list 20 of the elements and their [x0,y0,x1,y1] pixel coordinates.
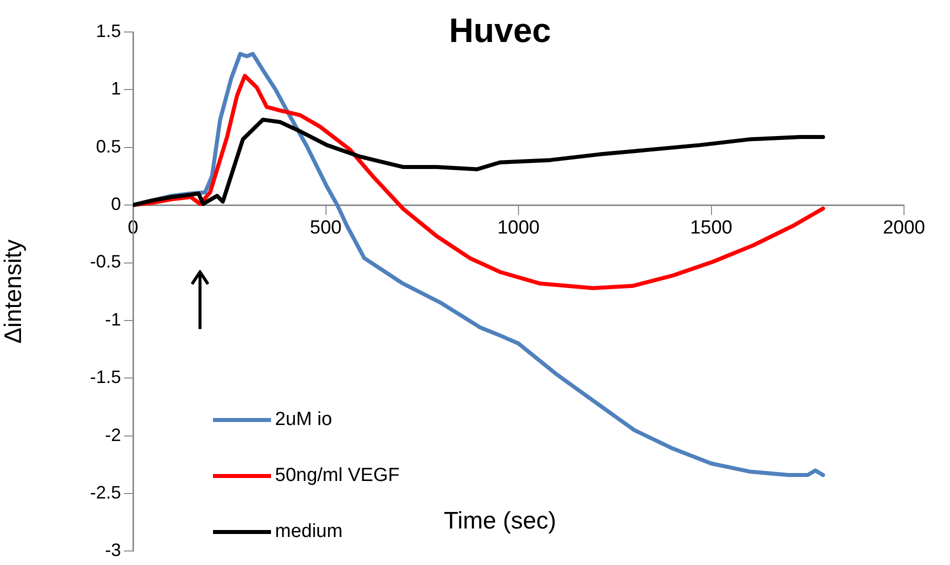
y-tick-label: 1 [110,78,121,99]
y-tick-label: -3 [104,540,121,560]
y-tick-label: -2.5 [90,482,121,502]
y-tick-label: -2 [104,424,121,445]
x-axis-title: Time (sec) [444,508,556,535]
legend-label: medium [275,521,343,543]
x-tick-label: 1500 [690,218,732,239]
y-tick-label: -1.5 [90,367,121,388]
x-tick-label: 2000 [882,218,926,239]
y-tick-label: 0 [110,194,121,214]
y-tick-label: 0.5 [96,136,121,156]
legend-label: 2uM io [275,409,332,431]
y-tick-label: -1 [104,309,121,330]
x-tick-label: 1000 [497,218,540,239]
y-tick-label: 1.5 [96,20,121,41]
y-tick-label: -0.5 [90,252,121,272]
legend-label: 50ng/ml VEGF [275,465,400,487]
y-axis-title: Δintensity [0,240,28,344]
chart-title: Huvec [448,12,552,50]
x-tick-label: 500 [310,218,342,239]
